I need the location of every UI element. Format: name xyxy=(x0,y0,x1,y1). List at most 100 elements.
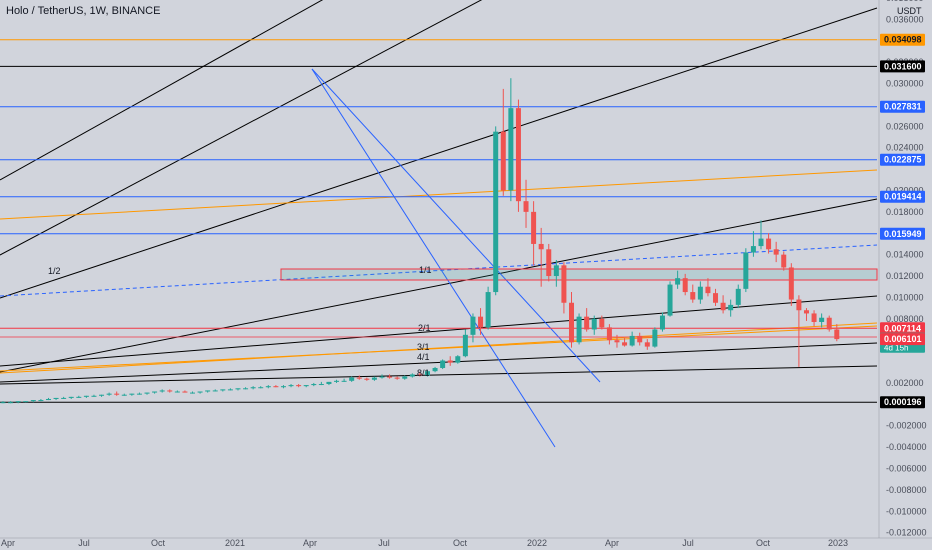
price-label-badge xyxy=(880,100,925,113)
price-label-badge xyxy=(880,333,925,346)
candle-body xyxy=(356,377,362,379)
price-label-badge xyxy=(880,33,925,46)
price-label-text: 0.006101 xyxy=(884,334,922,344)
candle-body xyxy=(61,397,67,399)
candle-body xyxy=(190,392,195,394)
candle-body xyxy=(531,211,537,244)
candle-body xyxy=(23,401,29,403)
candle-body xyxy=(766,238,772,250)
price-label-badge xyxy=(880,322,925,335)
zone-rectangle xyxy=(280,268,878,281)
x-tick-label: Apr xyxy=(1,538,15,548)
candle-body xyxy=(15,401,21,403)
x-tick-label: Jul xyxy=(682,538,694,548)
candle-body xyxy=(303,385,309,387)
candle-body xyxy=(576,316,582,343)
y-tick-label: 0.014000 xyxy=(886,250,924,260)
trend-line-10 xyxy=(311,68,601,383)
candle-body xyxy=(834,329,840,340)
candle-body xyxy=(811,313,817,322)
candle-body xyxy=(447,360,453,363)
candle-body xyxy=(788,267,794,300)
annotation-label: 1/1 xyxy=(419,265,432,275)
candle-body xyxy=(781,254,787,268)
trend-line-9 xyxy=(0,365,878,385)
candle-body xyxy=(561,265,567,303)
chart-title: Holo / TetherUS, 1W, BINANCE xyxy=(6,5,161,17)
candle-body xyxy=(409,374,415,377)
x-tick-label: Apr xyxy=(605,538,619,548)
trend-line-11 xyxy=(311,68,556,448)
candle-body xyxy=(235,388,241,390)
candle-body xyxy=(167,390,173,392)
price-label-text: 0.019414 xyxy=(884,192,922,202)
candle-body xyxy=(675,278,681,285)
x-tick-label: Jul xyxy=(378,538,390,548)
candle-body xyxy=(462,334,468,357)
candle-body xyxy=(750,246,756,253)
candle-body xyxy=(584,316,590,330)
price-label-badge xyxy=(880,396,925,409)
candle-body xyxy=(591,318,597,330)
price-label-text: 0.007114 xyxy=(884,323,921,333)
candle-body xyxy=(485,292,491,328)
candle-body xyxy=(250,387,256,389)
candle-body xyxy=(546,249,552,277)
candle-body xyxy=(364,378,370,380)
candle-body xyxy=(387,376,393,378)
candle-body xyxy=(728,304,734,311)
candle-body xyxy=(508,108,514,191)
time-axis xyxy=(0,538,932,550)
annotation-label: 4/1 xyxy=(417,352,430,362)
annotation-label: 1/2 xyxy=(48,266,61,276)
candle-body xyxy=(152,391,158,393)
candle-body xyxy=(0,402,6,404)
price-label-text: 0.034098 xyxy=(884,35,922,45)
y-tick-label: 0.024000 xyxy=(886,143,924,153)
candle-body xyxy=(212,390,218,392)
candle-body xyxy=(493,131,499,293)
candle-body xyxy=(273,386,279,388)
price-label-badge xyxy=(880,190,925,203)
trend-line-3 xyxy=(0,169,878,220)
candle-body xyxy=(91,395,97,397)
annotation-label: 2/1 xyxy=(418,323,431,333)
candle-body xyxy=(432,367,438,372)
candle-body xyxy=(99,394,105,396)
candle-body xyxy=(652,329,658,347)
candle-body xyxy=(296,385,302,387)
annotation-label: 3/1 xyxy=(417,342,430,352)
currency-label: USDT xyxy=(897,6,922,16)
candle-body xyxy=(553,265,559,277)
candle-body xyxy=(220,389,226,391)
y-tick-label: -0.006000 xyxy=(886,463,927,473)
candle-body xyxy=(45,398,51,401)
candle-body xyxy=(417,374,423,376)
y-tick-label: 0.020000 xyxy=(886,185,924,195)
candle-body xyxy=(682,278,688,293)
candle-body xyxy=(76,396,82,398)
candle-body xyxy=(205,390,211,392)
price-label-text: 0.031600 xyxy=(884,61,922,71)
candle-body xyxy=(280,386,286,388)
candle-body xyxy=(470,316,476,335)
candle-body xyxy=(523,201,529,212)
candle-body xyxy=(197,391,203,393)
candle-body xyxy=(803,310,809,314)
candle-body xyxy=(705,286,711,294)
y-tick-label: -0.012000 xyxy=(886,528,927,538)
y-tick-label: 0.010000 xyxy=(886,292,924,302)
y-tick-label: 0.036000 xyxy=(886,14,924,24)
y-tick-label: 0.018000 xyxy=(886,207,924,217)
candle-body xyxy=(83,395,89,397)
x-tick-label: 2021 xyxy=(225,538,245,548)
candle-body xyxy=(174,391,180,393)
candle-body xyxy=(637,335,643,343)
candle-body xyxy=(826,317,832,330)
candle-body xyxy=(629,335,635,346)
trend-line-2 xyxy=(0,7,878,299)
y-tick-label: -0.004000 xyxy=(886,442,927,452)
candle-body xyxy=(773,249,779,255)
